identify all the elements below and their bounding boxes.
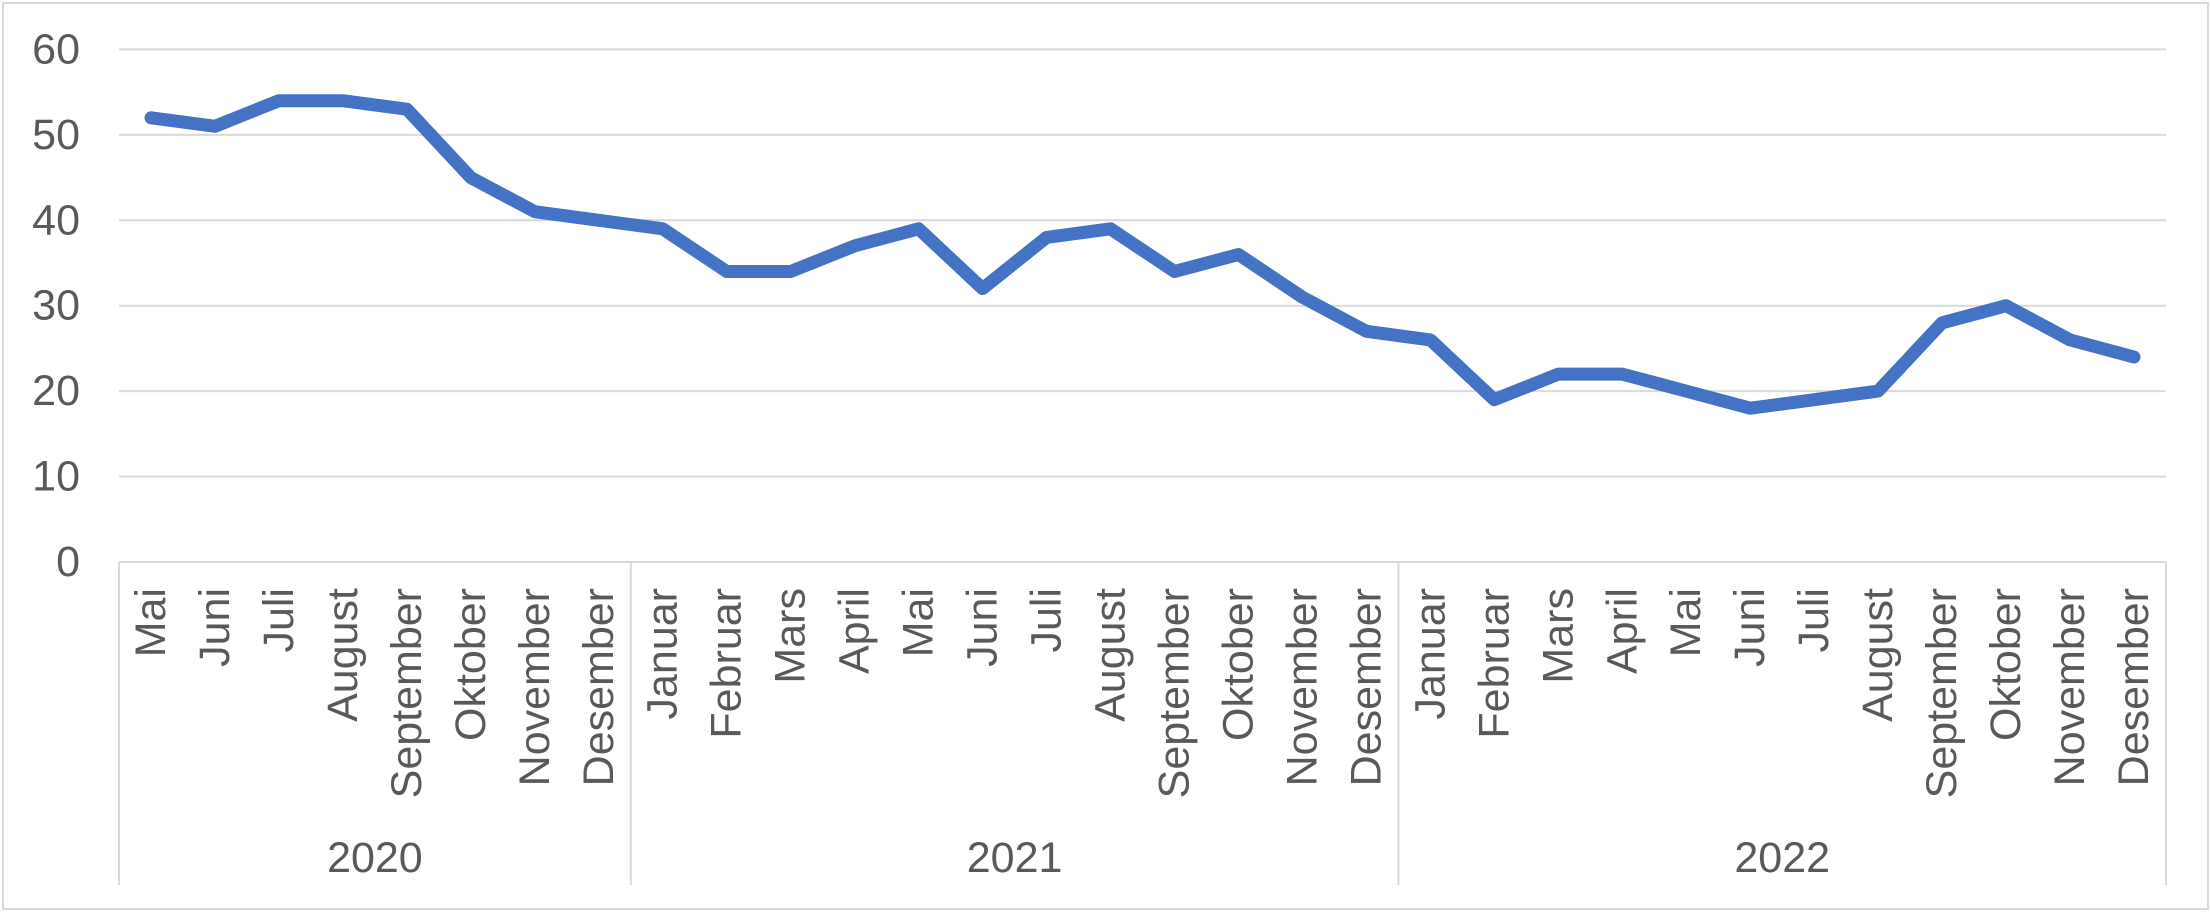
x-axis-month-label: April xyxy=(1598,588,1646,674)
x-axis-month-label: November xyxy=(511,588,559,786)
x-axis-month-label: November xyxy=(1278,588,1326,786)
y-axis-label: 0 xyxy=(56,538,80,586)
x-axis-month-label: Juni xyxy=(1726,588,1774,667)
x-axis-month-label: August xyxy=(319,588,367,722)
x-axis-month-label: Desember xyxy=(575,588,623,786)
x-axis-month-label: November xyxy=(2046,588,2094,786)
gridlines xyxy=(119,48,2166,478)
year-labels: 2020 2021 2022 xyxy=(327,834,1830,882)
y-axis-label: 20 xyxy=(32,367,80,415)
y-axis-label: 60 xyxy=(32,25,80,73)
data-series xyxy=(144,94,2141,415)
x-axis-month-label: August xyxy=(1854,588,1902,722)
x-axis-month-label: August xyxy=(1087,588,1135,722)
x-axis-month-label: Oktober xyxy=(447,588,495,741)
year-label: 2021 xyxy=(967,834,1063,882)
x-axis-month-label: Juni xyxy=(959,588,1007,667)
y-axis-labels: 0 10 20 30 40 50 60 xyxy=(32,25,80,586)
x-axis-month-label: Mai xyxy=(127,588,175,657)
x-axis-month-label: Juli xyxy=(1023,588,1071,653)
x-axis-month-label: Mai xyxy=(1662,588,1710,657)
x-axis-month-label: September xyxy=(383,588,431,798)
x-axis-month-label: Mars xyxy=(767,588,815,684)
y-axis-label: 50 xyxy=(32,111,80,159)
x-axis-month-label: Mars xyxy=(1534,588,1582,684)
x-axis-month-label: September xyxy=(1918,588,1966,798)
year-label: 2022 xyxy=(1734,834,1830,882)
x-axis-month-label: Oktober xyxy=(1982,588,2030,741)
year-label: 2020 xyxy=(327,834,423,882)
x-axis-month-label: Oktober xyxy=(1215,588,1263,741)
year-dividers xyxy=(118,562,2167,885)
x-axis-month-label: Desember xyxy=(1342,588,1390,786)
y-axis-label: 10 xyxy=(32,453,80,501)
x-axis-month-label: Februar xyxy=(1470,588,1518,739)
x-axis-month-label: April xyxy=(831,588,879,674)
x-axis-month-labels: Mai Juni Juli August September Oktober Novembe… xyxy=(127,588,2158,798)
x-axis-month-label: Juli xyxy=(255,588,303,653)
x-axis-month-label: Desember xyxy=(2110,588,2158,786)
x-axis-month-label: Januar xyxy=(1406,588,1454,719)
x-axis-month-label: Juni xyxy=(191,588,239,667)
x-axis-month-label: Juli xyxy=(1790,588,1838,653)
x-axis-month-label: Februar xyxy=(703,588,751,739)
y-axis-label: 40 xyxy=(32,196,80,244)
x-axis-month-label: Mai xyxy=(895,588,943,657)
y-axis-label: 30 xyxy=(32,282,80,330)
x-axis-month-label: September xyxy=(1151,588,1199,798)
x-axis-month-label: Januar xyxy=(639,588,687,719)
data-line xyxy=(144,94,2141,415)
